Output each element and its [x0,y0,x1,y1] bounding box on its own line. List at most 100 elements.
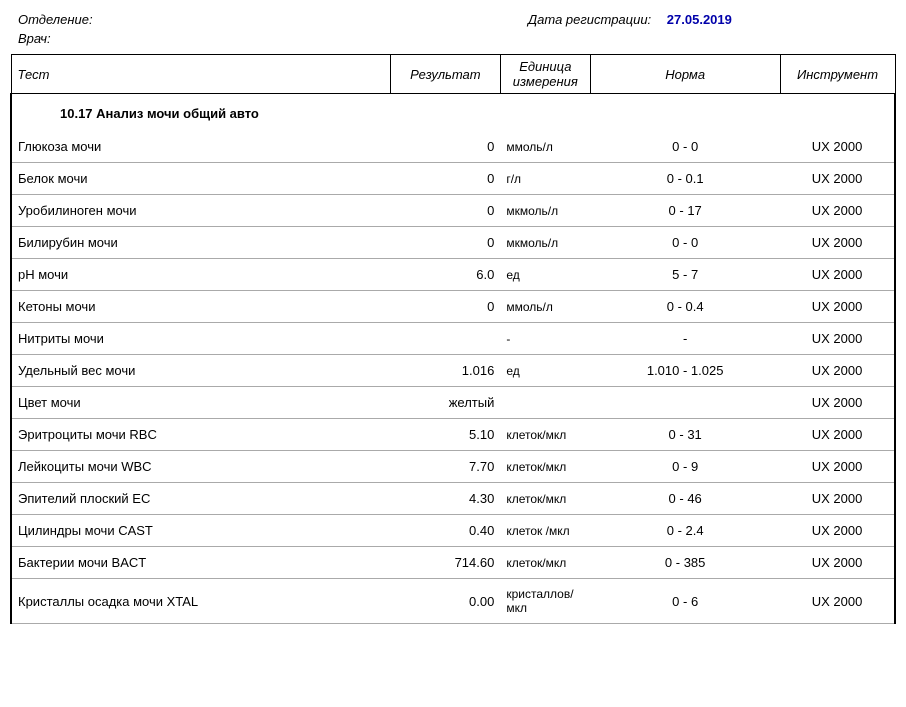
cell-unit: клеток/мкл [500,483,590,515]
regdate-label: Дата регистрации: [528,12,651,27]
cell-instrument: UX 2000 [780,195,895,227]
doctor-label: Врач: [18,31,51,46]
cell-norm: 5 - 7 [590,259,780,291]
cell-instrument: UX 2000 [780,259,895,291]
cell-test: Билирубин мочи [11,227,390,259]
cell-norm: 0 - 9 [590,451,780,483]
cell-test: Цвет мочи [11,387,390,419]
cell-norm: 0 - 0 [590,227,780,259]
cell-unit: ммоль/л [500,131,590,163]
table-row: Белок мочи0г/л0 - 0.1UX 2000 [11,163,895,195]
table-body: 10.17 Анализ мочи общий авто Глюкоза моч… [11,94,895,624]
cell-norm: 0 - 0.1 [590,163,780,195]
table-row: Бактерии мочи BACT714.60клеток/мкл0 - 38… [11,547,895,579]
cell-result: 4.30 [390,483,500,515]
table-row: Эпителий плоский EC4.30клеток/мкл0 - 46U… [11,483,895,515]
table-row: Билирубин мочи0мкмоль/л0 - 0UX 2000 [11,227,895,259]
cell-unit: мкмоль/л [500,227,590,259]
cell-instrument: UX 2000 [780,483,895,515]
table-row: Цвет мочижелтый UX 2000 [11,387,895,419]
cell-result: 0 [390,291,500,323]
cell-result: 5.10 [390,419,500,451]
cell-result: 0 [390,195,500,227]
cell-instrument: UX 2000 [780,131,895,163]
regdate-value: 27.05.2019 [667,12,732,27]
col-header-norm: Норма [590,55,780,94]
cell-instrument: UX 2000 [780,419,895,451]
table-row: Цилиндры мочи CAST0.40клеток /мкл0 - 2.4… [11,515,895,547]
cell-unit: клеток/мкл [500,547,590,579]
table-row: Лейкоциты мочи WBC7.70клеток/мкл0 - 9UX … [11,451,895,483]
cell-instrument: UX 2000 [780,323,895,355]
department-label: Отделение: [18,12,93,27]
cell-norm: 0 - 46 [590,483,780,515]
cell-result: 0 [390,227,500,259]
cell-norm: 0 - 17 [590,195,780,227]
cell-result: 7.70 [390,451,500,483]
cell-result [390,323,500,355]
cell-norm: 0 - 385 [590,547,780,579]
cell-instrument: UX 2000 [780,579,895,624]
cell-result: желтый [390,387,500,419]
cell-instrument: UX 2000 [780,291,895,323]
cell-norm: 0 - 2.4 [590,515,780,547]
cell-test: Удельный вес мочи [11,355,390,387]
cell-result: 6.0 [390,259,500,291]
cell-test: Белок мочи [11,163,390,195]
cell-unit: клеток /мкл [500,515,590,547]
col-header-result: Результат [390,55,500,94]
table-row: Кристаллы осадка мочи XTAL0.00кристаллов… [11,579,895,624]
cell-instrument: UX 2000 [780,163,895,195]
col-header-test: Тест [11,55,390,94]
cell-norm: 0 - 0.4 [590,291,780,323]
cell-unit: кристаллов/ мкл [500,579,590,624]
cell-instrument: UX 2000 [780,515,895,547]
cell-test: Лейкоциты мочи WBC [11,451,390,483]
cell-test: Эпителий плоский EC [11,483,390,515]
table-row: pH мочи6.0ед5 - 7UX 2000 [11,259,895,291]
header-row-department: Отделение: Дата регистрации: 27.05.2019 [10,10,896,29]
table-row: Глюкоза мочи0ммоль/л0 - 0UX 2000 [11,131,895,163]
table-row: Уробилиноген мочи0мкмоль/л0 - 17UX 2000 [11,195,895,227]
table-row: Кетоны мочи0ммоль/л0 - 0.4UX 2000 [11,291,895,323]
cell-unit: клеток/мкл [500,451,590,483]
cell-result: 0 [390,131,500,163]
cell-instrument: UX 2000 [780,387,895,419]
col-header-instrument: Инструмент [780,55,895,94]
cell-result: 1.016 [390,355,500,387]
cell-norm: 1.010 - 1.025 [590,355,780,387]
cell-test: Кристаллы осадка мочи XTAL [11,579,390,624]
cell-instrument: UX 2000 [780,227,895,259]
cell-norm: 0 - 31 [590,419,780,451]
cell-test: pH мочи [11,259,390,291]
cell-test: Цилиндры мочи CAST [11,515,390,547]
cell-instrument: UX 2000 [780,451,895,483]
cell-test: Кетоны мочи [11,291,390,323]
cell-unit: ммоль/л [500,291,590,323]
col-header-unit: Единица измерения [500,55,590,94]
cell-unit: ед [500,355,590,387]
cell-norm: 0 - 0 [590,131,780,163]
section-title: 10.17 Анализ мочи общий авто [11,94,895,132]
cell-unit: г/л [500,163,590,195]
cell-test: Бактерии мочи BACT [11,547,390,579]
header-row-doctor: Врач: [10,29,896,48]
cell-unit: клеток/мкл [500,419,590,451]
table-header: Тест Результат Единица измерения Норма И… [11,55,895,94]
cell-instrument: UX 2000 [780,355,895,387]
cell-unit [500,387,590,419]
table-row: Нитриты мочи--UX 2000 [11,323,895,355]
cell-test: Уробилиноген мочи [11,195,390,227]
table-row: Удельный вес мочи1.016ед1.010 - 1.025UX … [11,355,895,387]
cell-result: 0.00 [390,579,500,624]
cell-norm: 0 - 6 [590,579,780,624]
cell-unit: мкмоль/л [500,195,590,227]
cell-result: 0.40 [390,515,500,547]
results-table: Тест Результат Единица измерения Норма И… [10,54,896,624]
cell-test: Глюкоза мочи [11,131,390,163]
cell-unit: ед [500,259,590,291]
cell-norm [590,387,780,419]
cell-instrument: UX 2000 [780,547,895,579]
cell-norm: - [590,323,780,355]
cell-unit: - [500,323,590,355]
